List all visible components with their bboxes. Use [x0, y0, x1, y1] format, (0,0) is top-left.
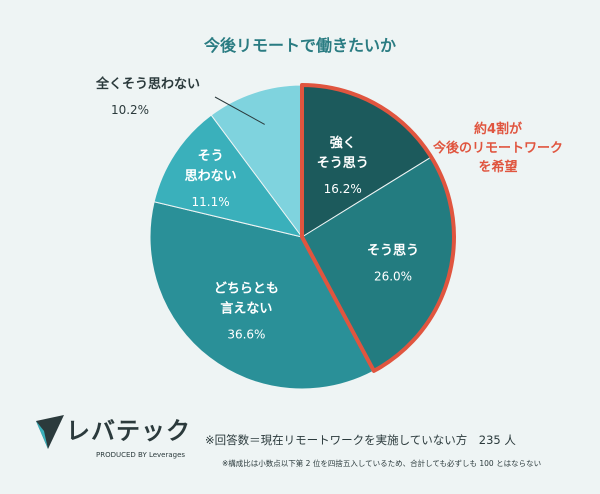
leader-line: [214, 96, 265, 125]
callout-line: 約4割が: [473, 122, 523, 137]
logo-mark-icon: [36, 415, 64, 449]
slice-label: 思わない: [185, 169, 237, 184]
slice-label: そう: [198, 149, 224, 164]
slice-label: 強く: [330, 135, 356, 151]
callout-line: 今後のリモートワーク: [432, 141, 563, 156]
slice-label: 言えない: [220, 300, 272, 316]
highlight-outline: [300, 83, 456, 373]
slice-label: そう思う: [317, 156, 369, 171]
slice-label: 全くそう思わない: [95, 76, 200, 92]
slice-label: そう思う: [367, 243, 419, 258]
logo-subtitle: PRODUCED BY Leverages: [96, 451, 186, 459]
chart-title: 今後リモートで働きたいか: [203, 36, 396, 55]
respondents-note: ※回答数＝現在リモートワークを実施していない方 235 人: [205, 433, 516, 447]
slice-value-label: 16.2%: [324, 182, 362, 196]
pie-slice: [210, 84, 303, 239]
pie-slice: [153, 114, 304, 238]
callout-line: を希望: [478, 160, 518, 175]
rounding-footnote: ※構成比は小数点以下第 2 位を四捨五入しているため、合計しても必ずしも 100…: [222, 459, 542, 468]
pie-slice: [149, 201, 375, 390]
slice-label: どちらとも: [214, 281, 279, 296]
callout-annotation: 約4割が 今後のリモートワーク を希望: [424, 120, 572, 177]
slice-value-label: 10.2%: [111, 103, 149, 117]
slice-value-label: 11.1%: [192, 195, 230, 209]
slice-value-label: 26.0%: [374, 269, 412, 283]
brand-logo: レバテック PRODUCED BY Leverages: [34, 413, 194, 463]
logo-wordmark: レバテック: [66, 417, 191, 445]
slice-value-label: 36.6%: [227, 327, 265, 341]
